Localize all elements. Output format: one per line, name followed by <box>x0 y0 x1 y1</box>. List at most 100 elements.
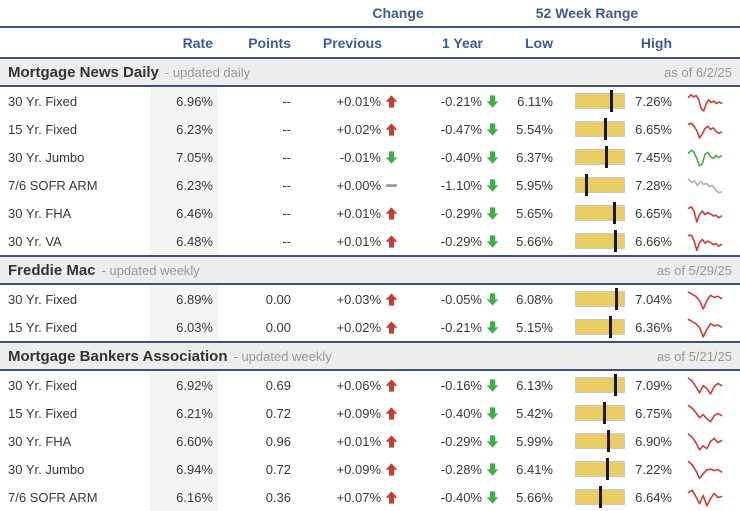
points-value: -- <box>282 205 291 221</box>
previous-change: +0.01% <box>295 199 400 227</box>
current-rate-marker <box>613 374 617 396</box>
range-bar-cell <box>555 371 625 399</box>
range-bar-fill <box>575 433 625 449</box>
previous-change-value: +0.01% <box>336 93 381 109</box>
down-arrow-icon <box>486 206 499 220</box>
table-row[interactable]: 30 Yr. Fixed 6.96% -- +0.01% -0.21% 6.11% 7.26… <box>0 87 740 115</box>
sparkline-icon <box>687 376 722 395</box>
one-year-change-value: -0.40% <box>440 149 482 165</box>
product-label: 30 Yr. Fixed <box>8 93 78 109</box>
points-value: 0.72 <box>265 405 291 421</box>
low-value: 5.66% <box>516 233 553 249</box>
table-row[interactable]: 30 Yr. FHA 6.60% 0.96 +0.01% -0.29% 5.99% 6.90… <box>0 427 740 455</box>
week-range-bar <box>575 118 625 140</box>
one-year-change-value: -0.28% <box>440 461 482 477</box>
current-rate-marker <box>609 316 613 338</box>
sparkline[interactable] <box>673 115 740 143</box>
previous-change: +0.09% <box>295 399 400 427</box>
points-value: 0.00 <box>265 291 291 307</box>
one-year-column-header: 1 Year <box>441 34 483 51</box>
table-row[interactable]: 15 Yr. Fixed 6.23% -- +0.02% -0.47% 5.54% 6.65… <box>0 115 740 143</box>
down-arrow-icon <box>486 94 499 108</box>
section-as-of-date: as of 5/21/25 <box>656 348 732 364</box>
section-update-frequency: - updated weekly <box>233 348 332 364</box>
range-bar-fill <box>575 121 625 137</box>
sparkline[interactable] <box>673 427 740 455</box>
sparkline[interactable] <box>673 143 740 171</box>
previous-change: +0.07% <box>295 483 400 511</box>
down-arrow-icon <box>486 378 499 392</box>
previous-change: +0.01% <box>295 87 400 115</box>
range-bar-cell <box>555 483 625 511</box>
high-value: 6.90% <box>635 433 672 449</box>
one-year-change-value: -0.29% <box>440 205 482 221</box>
week-range-bar <box>575 288 625 310</box>
previous-change-value: +0.07% <box>336 489 381 505</box>
up-arrow-icon <box>385 234 398 248</box>
previous-change: +0.02% <box>295 115 400 143</box>
section-title: Freddie Mac <box>8 261 96 279</box>
one-year-change: -0.21% <box>400 313 501 341</box>
rate-value: 6.23% <box>150 115 218 143</box>
week-range-bar <box>575 202 625 224</box>
sparkline[interactable] <box>673 371 740 399</box>
sparkline[interactable] <box>673 199 740 227</box>
sparkline[interactable] <box>673 227 740 255</box>
up-arrow-icon <box>385 406 398 420</box>
sparkline[interactable] <box>673 285 740 313</box>
down-arrow-icon <box>486 234 499 248</box>
current-rate-marker <box>599 486 602 508</box>
flat-dash-icon <box>386 183 397 187</box>
range-bar-fill <box>575 291 625 307</box>
up-arrow-icon <box>385 292 398 306</box>
previous-change: +0.03% <box>295 285 400 313</box>
sparkline[interactable] <box>673 171 740 199</box>
sparkline-icon <box>687 488 722 507</box>
high-value: 6.64% <box>635 489 672 505</box>
previous-change: +0.02% <box>295 313 400 341</box>
previous-change: +0.09% <box>295 455 400 483</box>
range-bar-fill <box>575 319 625 335</box>
range-bar-cell <box>555 227 625 255</box>
table-row[interactable]: 15 Yr. Fixed 6.03% 0.00 +0.02% -0.21% 5.15% 6.… <box>0 313 740 341</box>
up-arrow-icon <box>385 378 398 392</box>
section-title: Mortgage Bankers Association <box>8 347 228 365</box>
sparkline[interactable] <box>673 399 740 427</box>
previous-change-value: +0.02% <box>336 319 381 335</box>
product-label: 30 Yr. FHA <box>8 205 72 221</box>
points-value: -- <box>282 121 291 137</box>
sparkline[interactable] <box>673 483 740 511</box>
table-row[interactable]: 30 Yr. Jumbo 7.05% -- -0.01% -0.40% 6.37% 7.45… <box>0 143 740 171</box>
one-year-change: -0.40% <box>400 483 501 511</box>
range-bar-cell <box>555 285 625 313</box>
previous-change-value: +0.06% <box>336 377 381 393</box>
table-row[interactable]: 30 Yr. Fixed 6.89% 0.00 +0.03% -0.05% 6.08% 7.… <box>0 285 740 313</box>
points-value: 0.96 <box>265 433 291 449</box>
down-arrow-icon <box>486 434 499 448</box>
table-row[interactable]: 30 Yr. Fixed 6.92% 0.69 +0.06% -0.16% 6.13% 7.… <box>0 371 740 399</box>
sparkline-icon <box>687 318 722 338</box>
table-row[interactable]: 30 Yr. Jumbo 6.94% 0.72 +0.09% -0.28% 6.41% 7.… <box>0 455 740 483</box>
rate-value: 6.92% <box>150 371 218 399</box>
range-bar-fill <box>575 93 625 109</box>
low-value: 6.41% <box>516 461 553 477</box>
current-rate-marker <box>584 174 588 196</box>
sparkline-icon <box>687 177 722 194</box>
table-row[interactable]: 7/6 SOFR ARM 6.23% -- +0.00% -1.10% 5.95% 7.28… <box>0 171 740 199</box>
rate-value: 6.94% <box>150 455 218 483</box>
current-rate-marker <box>602 402 606 424</box>
week-range-bar <box>575 458 625 480</box>
sparkline[interactable] <box>673 87 740 115</box>
table-row[interactable]: 7/6 SOFR ARM 6.16% 0.36 +0.07% -0.40% 5.66% 6.… <box>0 483 740 511</box>
sparkline-icon <box>687 148 722 167</box>
sparkline-icon <box>687 404 722 423</box>
range-bar-fill <box>575 177 625 193</box>
table-row[interactable]: 15 Yr. Fixed 6.21% 0.72 +0.09% -0.40% 5.42% 6.… <box>0 399 740 427</box>
range-group-header: 52 Week Range <box>535 5 639 21</box>
sparkline[interactable] <box>673 455 740 483</box>
sparkline[interactable] <box>673 313 740 341</box>
group-header-row: Change 52 Week Range <box>0 0 740 28</box>
table-row[interactable]: 30 Yr. FHA 6.46% -- +0.01% -0.29% 5.65% 6.65% <box>0 199 740 227</box>
table-row[interactable]: 30 Yr. VA 6.48% -- +0.01% -0.29% 5.66% 6.66% <box>0 227 740 255</box>
